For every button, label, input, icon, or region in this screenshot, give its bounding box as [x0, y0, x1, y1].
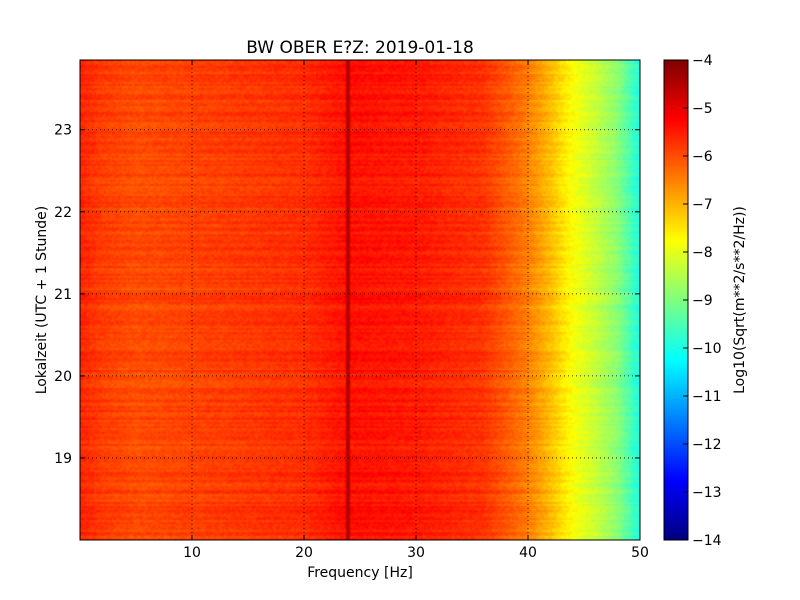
spectrogram-plot: 10 20 30 40 50 19 20 21 22 23 [54, 59, 649, 561]
colorbar-tick-label: −7 [692, 197, 713, 213]
colorbar: −14 −13 −12 −11 −10 −9 −8 −7 −6 −5 −4 Log10(Sqrt(m… [663, 53, 748, 549]
chart-title: BW OBER E?Z: 2019-01-18 [246, 38, 474, 58]
y-tick-label: 22 [54, 205, 72, 221]
y-tick-label: 21 [54, 287, 72, 303]
colorbar-tick-label: −4 [692, 53, 713, 69]
x-axis: 10 20 30 40 50 [183, 60, 649, 561]
x-tick-label: 40 [519, 545, 537, 561]
x-tick-label: 30 [407, 545, 425, 561]
y-tick-label: 20 [54, 369, 72, 385]
colorbar-tick-label: −9 [692, 293, 713, 309]
y-tick-label: 19 [54, 451, 72, 467]
colorbar-tick-label: −14 [692, 533, 722, 549]
x-tick-label: 50 [631, 545, 649, 561]
colorbar-tick-label: −5 [692, 101, 713, 117]
colorbar-tick-label: −11 [692, 389, 722, 405]
y-tick-label: 23 [54, 123, 72, 139]
plot-frame [79, 59, 641, 541]
x-tick-label: 20 [295, 545, 313, 561]
colorbar-tick-label: −10 [692, 341, 722, 357]
colorbar-ticks: −14 −13 −12 −11 −10 −9 −8 −7 −6 −5 −4 [683, 53, 722, 549]
spectrogram-image [80, 60, 640, 540]
colorbar-tick-label: −13 [692, 485, 722, 501]
colorbar-tick-label: −8 [692, 245, 713, 261]
y-axis-label: Lokalzeit (UTC + 1 Stunde) [34, 206, 50, 395]
colorbar-tick-label: −12 [692, 437, 722, 453]
grid-lines [80, 60, 640, 540]
colorbar-tick-label: −6 [692, 149, 713, 165]
colorbar-label: Log10(Sqrt(m**2/s**2/Hz)) [732, 206, 748, 394]
y-axis: 19 20 21 22 23 [54, 123, 640, 467]
x-axis-label: Frequency [Hz] [307, 565, 413, 581]
x-tick-label: 10 [183, 545, 201, 561]
